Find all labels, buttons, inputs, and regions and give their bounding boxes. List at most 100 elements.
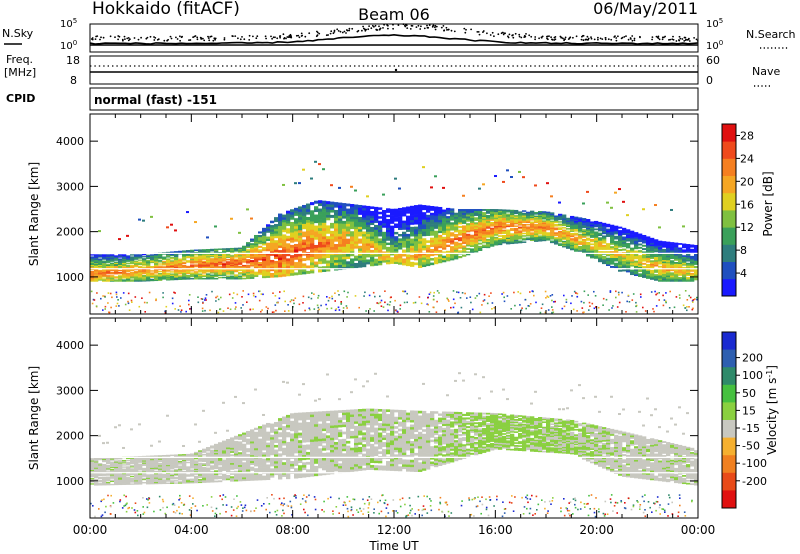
echo-cell: [354, 241, 359, 244]
echo-cell: [150, 482, 155, 485]
nsearch-dot: [658, 38, 661, 41]
nsearch-dot: [404, 25, 407, 28]
echo-cell: [106, 275, 111, 277]
scatter-dot: [234, 308, 237, 310]
echo-cell: [298, 214, 303, 218]
echo-cell: [474, 212, 479, 215]
echo-cell: [106, 479, 111, 482]
echo-cell: [262, 272, 267, 275]
echo-cell: [266, 230, 271, 233]
echo-cell: [90, 279, 95, 281]
scatter-dot: [616, 306, 619, 308]
nsearch-dot: [175, 36, 177, 39]
scatter-dot: [406, 292, 408, 295]
echo-cell: [630, 237, 635, 240]
colorbar-tick-label: 4: [740, 267, 747, 280]
echo-cell: [250, 264, 255, 267]
echo-cell: [198, 264, 203, 266]
echo-cell: [142, 258, 147, 260]
echo-cell: [490, 232, 495, 234]
echo-cell: [370, 206, 375, 209]
echo-cell: [558, 217, 563, 219]
echo-cell: [358, 224, 363, 227]
scatter-dot: [201, 298, 204, 300]
echo-cell: [658, 226, 661, 229]
echo-cell: [490, 213, 495, 216]
echo-cell: [282, 261, 287, 265]
echo-cell: [142, 460, 147, 462]
echo-cell: [370, 245, 375, 248]
echo-cell: [142, 280, 147, 282]
echo-cell: [638, 235, 643, 238]
echo-cell: [606, 259, 611, 262]
echo-cell: [222, 264, 227, 267]
echo-cell: [106, 265, 111, 268]
echo-cell: [170, 274, 175, 276]
echo-cell: [642, 271, 647, 273]
echo-cell: [686, 279, 691, 282]
echo-cell: [402, 242, 407, 246]
scatter-dot: [547, 309, 550, 311]
echo-cell: [546, 233, 551, 235]
nsearch-dot: [687, 38, 690, 41]
echo-cell: [426, 263, 431, 267]
echo-cell: [626, 230, 631, 233]
scatter-dot: [531, 290, 534, 292]
echo-cell: [526, 214, 531, 216]
echo-cell: [546, 219, 551, 222]
echo-cell: [550, 212, 555, 214]
nsearch-dot: [361, 29, 363, 32]
echo-cell: [394, 244, 399, 248]
echo-cell: [94, 473, 99, 476]
echo-cell: [594, 247, 599, 250]
echo-cell: [638, 246, 643, 249]
echo-cell: [614, 257, 619, 260]
scatter-dot: [575, 292, 577, 294]
echo-cell: [182, 278, 187, 280]
echo-cell: [614, 244, 619, 247]
echo-cell: [614, 240, 619, 243]
echo-cell: [178, 269, 183, 272]
echo-cell: [682, 249, 687, 252]
echo-cell: [234, 264, 239, 267]
echo-cell: [470, 217, 475, 220]
echo-cell: [570, 221, 575, 223]
echo-cell: [102, 484, 107, 486]
nsearch-dot: [678, 39, 680, 41]
echo-cell: [454, 228, 459, 231]
echo-cell: [646, 254, 651, 257]
scatter-dot: [612, 305, 614, 307]
echo-cell: [510, 212, 515, 214]
echo-cell: [562, 234, 567, 237]
echo-cell: [162, 480, 167, 482]
echo-cell: [430, 228, 435, 232]
echo-cell: [310, 229, 315, 233]
echo-cell: [186, 270, 191, 272]
echo-cell: [602, 260, 607, 263]
echo-cell: [346, 256, 351, 260]
echo-cell: [490, 210, 495, 213]
echo-cell: [678, 247, 683, 250]
echo-cell: [98, 260, 103, 262]
echo-cell: [370, 217, 375, 221]
echo-cell: [318, 241, 323, 245]
echo-cell: [446, 256, 451, 260]
echo-cell: [158, 455, 163, 457]
echo-cell: [598, 254, 603, 257]
echo-cell: [606, 223, 611, 226]
echo-cell: [554, 217, 559, 220]
echo-cell: [142, 459, 147, 461]
echo-cell: [374, 227, 379, 230]
echo-cell: [138, 279, 143, 281]
echo-cell: [214, 249, 219, 252]
echo-cell: [234, 247, 239, 250]
echo-cell: [178, 478, 183, 481]
echo-cell: [426, 224, 431, 227]
nsearch-dot: [297, 34, 300, 37]
echo-cell: [130, 468, 135, 470]
echo-cell: [278, 233, 283, 236]
echo-cell: [614, 242, 619, 245]
echo-cell: [142, 263, 147, 265]
echo-cell: [374, 233, 379, 237]
